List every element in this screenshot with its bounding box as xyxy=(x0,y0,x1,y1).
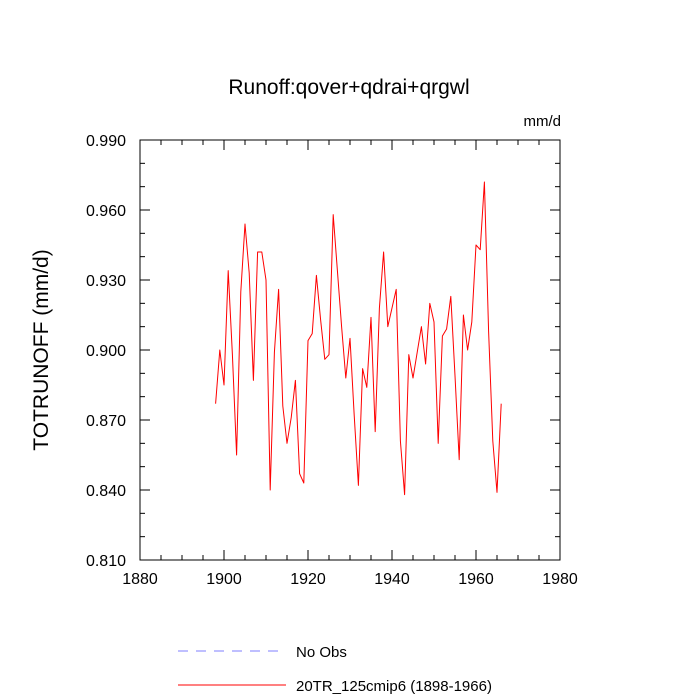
y-tick-label: 0.960 xyxy=(86,203,126,220)
x-axis-tick-labels: 1880 1900 1920 1940 1960 1980 xyxy=(122,571,578,588)
y-axis-label: TOTRUNOFF (mm/d) xyxy=(30,249,53,450)
x-tick-label: 1960 xyxy=(458,571,494,588)
x-tick-label: 1940 xyxy=(374,571,410,588)
legend-label-no-obs: No Obs xyxy=(296,644,347,661)
y-tick-label: 0.840 xyxy=(86,483,126,500)
x-tick-label: 1900 xyxy=(206,571,242,588)
legend-label-model: 20TR_125cmip6 (1898-1966) xyxy=(296,678,492,695)
y-tick-label: 0.900 xyxy=(86,343,126,360)
legend: No Obs 20TR_125cmip6 (1898-1966) xyxy=(178,644,492,695)
x-tick-label: 1920 xyxy=(290,571,326,588)
y-tick-label: 0.930 xyxy=(86,273,126,290)
x-axis-ticks xyxy=(139,140,561,560)
series-line xyxy=(215,181,502,496)
x-tick-label: 1980 xyxy=(542,571,578,588)
y-axis-ticks xyxy=(140,139,560,561)
y-axis-tick-labels: 0.810 0.840 0.870 0.900 0.930 0.960 0.990 xyxy=(86,133,126,570)
x-tick-label: 1880 xyxy=(122,571,158,588)
series-layer xyxy=(215,181,502,496)
y-tick-label: 0.810 xyxy=(86,553,126,570)
y-tick-label: 0.990 xyxy=(86,133,126,150)
units-label: mm/d xyxy=(524,113,562,130)
y-tick-label: 0.870 xyxy=(86,413,126,430)
chart-title: Runoff:qover+qdrai+qrgwl xyxy=(228,76,469,99)
plot-frame xyxy=(139,139,561,561)
